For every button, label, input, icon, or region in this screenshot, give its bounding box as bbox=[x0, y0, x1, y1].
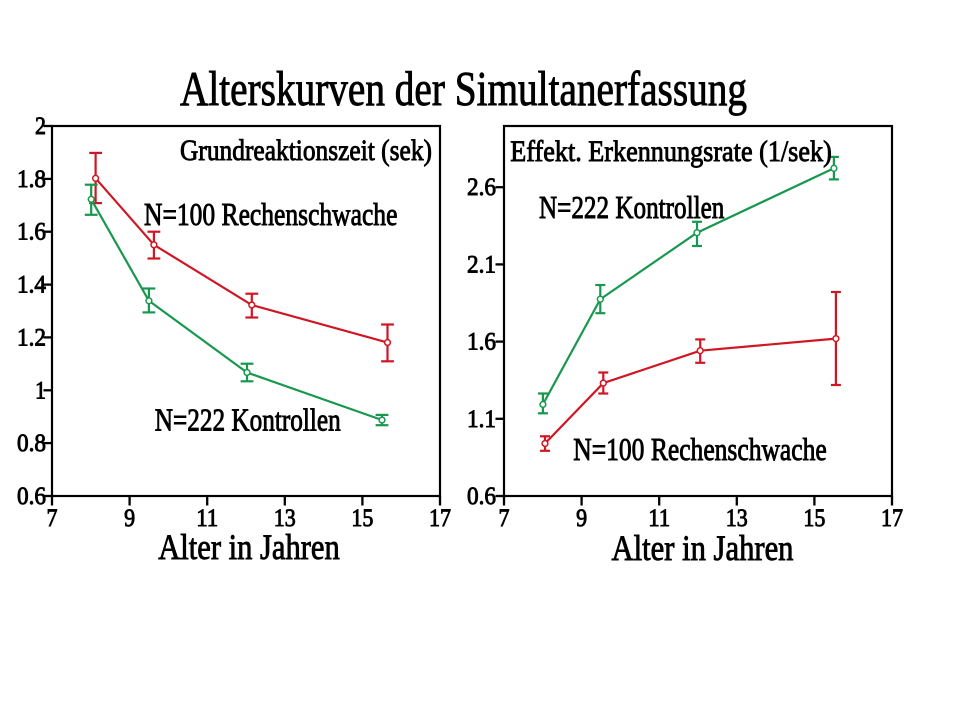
svg-text:2.1: 2.1 bbox=[467, 251, 496, 278]
svg-text:N=100 Rechenschwache: N=100 Rechenschwache bbox=[144, 196, 397, 232]
svg-text:1.6: 1.6 bbox=[17, 219, 46, 246]
svg-text:Alter in Jahren: Alter in Jahren bbox=[612, 528, 794, 568]
svg-text:Alter in Jahren: Alter in Jahren bbox=[158, 527, 340, 567]
svg-text:N=222 Kontrollen: N=222 Kontrollen bbox=[539, 189, 724, 225]
svg-text:0.8: 0.8 bbox=[17, 430, 46, 457]
svg-text:Effekt. Erkennungsrate (1/sek): Effekt. Erkennungsrate (1/sek) bbox=[510, 135, 832, 168]
svg-text:2: 2 bbox=[35, 113, 46, 140]
svg-text:7: 7 bbox=[47, 505, 58, 532]
svg-text:1.1: 1.1 bbox=[467, 406, 496, 433]
svg-text:9: 9 bbox=[124, 505, 135, 532]
svg-text:1.2: 1.2 bbox=[17, 324, 46, 351]
svg-text:9: 9 bbox=[576, 505, 587, 532]
svg-text:13: 13 bbox=[726, 505, 748, 532]
svg-text:N=222 Kontrollen: N=222 Kontrollen bbox=[155, 401, 341, 437]
svg-text:11: 11 bbox=[196, 505, 218, 532]
svg-text:7: 7 bbox=[499, 505, 510, 532]
svg-text:2.6: 2.6 bbox=[467, 174, 496, 201]
svg-text:0.6: 0.6 bbox=[17, 483, 46, 510]
svg-text:17: 17 bbox=[881, 505, 903, 532]
svg-text:Grundreaktionszeit (sek): Grundreaktionszeit (sek) bbox=[180, 134, 432, 167]
svg-text:15: 15 bbox=[351, 505, 373, 532]
svg-text:0.6: 0.6 bbox=[467, 483, 496, 510]
svg-text:1.8: 1.8 bbox=[17, 166, 46, 193]
svg-text:13: 13 bbox=[274, 505, 296, 532]
svg-text:15: 15 bbox=[803, 505, 825, 532]
svg-text:Alterskurven der Simultanerfas: Alterskurven der Simultanerfassung bbox=[180, 61, 747, 116]
svg-text:1: 1 bbox=[35, 377, 46, 404]
svg-text:1.6: 1.6 bbox=[467, 329, 496, 356]
svg-text:N=100 Rechenschwache: N=100 Rechenschwache bbox=[573, 431, 826, 467]
svg-text:17: 17 bbox=[429, 505, 451, 532]
svg-text:1.4: 1.4 bbox=[17, 272, 46, 299]
svg-text:11: 11 bbox=[648, 505, 670, 532]
